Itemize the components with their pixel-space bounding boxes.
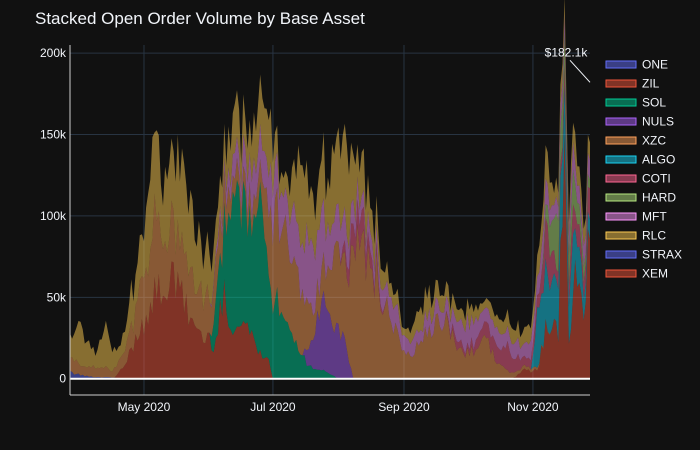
legend-label: COTI [642,172,671,186]
series-area-xzc[interactable] [70,133,590,379]
legend-item-sol[interactable]: SOL [605,96,666,110]
legend-swatch [605,212,637,221]
legend-item-strax[interactable]: STRAX [605,248,682,262]
x-tick-label: May 2020 [118,400,171,414]
legend-item-rlc[interactable]: RLC [605,229,666,243]
axis-layer: 0 50k 100k 150k 200k May 2020 Jul 2020 Sep 2020… [40,45,591,414]
annotation-label: $182.1k [545,45,589,59]
legend-item-xzc[interactable]: XZC [605,134,666,148]
x-tick-label: Sep 2020 [378,400,430,414]
series-area-algo[interactable] [70,84,590,373]
legend-label: NULS [642,115,674,129]
legend-label: XEM [642,267,668,281]
legend-swatch [605,79,637,88]
legend-swatch [605,136,637,145]
y-tick-label: 0 [59,372,66,386]
legend-label: STRAX [642,248,682,262]
legend-item-zil[interactable]: ZIL [605,77,660,91]
legend-label: ALGO [642,153,675,167]
legend-item-algo[interactable]: ALGO [605,153,675,167]
legend-swatch [605,174,637,183]
y-tick-label: 50k [47,290,67,304]
legend-label: RLC [642,229,666,243]
legend-label: XZC [642,134,666,148]
legend-label: SOL [642,96,666,110]
legend-swatch [605,117,637,126]
y-tick-label: 200k [40,46,67,60]
legend-swatch [605,269,637,278]
legend-item-mft[interactable]: MFT [605,210,667,224]
area-layer [70,0,590,379]
legend-label: HARD [642,191,676,205]
series-area-rlc[interactable] [70,0,590,372]
legend-label: ZIL [642,77,660,91]
legend-item-nuls[interactable]: NULS [605,115,674,129]
legend-swatch [605,60,637,69]
legend-swatch [605,250,637,259]
legend-label: MFT [642,210,667,224]
legend-swatch [605,193,637,202]
legend-item-one[interactable]: ONE [605,58,668,72]
chart-title: Stacked Open Order Volume by Base Asset [35,9,365,28]
legend-swatch [605,155,637,164]
y-tick-label: 100k [40,209,67,223]
legend-item-coti[interactable]: COTI [605,172,671,186]
x-tick-label: Jul 2020 [250,400,296,414]
series-area-nuls[interactable] [70,133,590,379]
annotation-arrow [569,59,591,83]
x-tick-label: Nov 2020 [507,400,559,414]
legend-swatch [605,98,637,107]
legend-item-hard[interactable]: HARD [605,191,676,205]
legend-label: ONE [642,58,668,72]
legend-item-xem[interactable]: XEM [605,267,668,281]
legend-swatch [605,231,637,240]
y-tick-label: 150k [40,128,67,142]
legend-layer[interactable]: ONE ZIL SOL NULS XZC ALGO COTI HARD MFT RLC STRAX X… [605,58,682,281]
